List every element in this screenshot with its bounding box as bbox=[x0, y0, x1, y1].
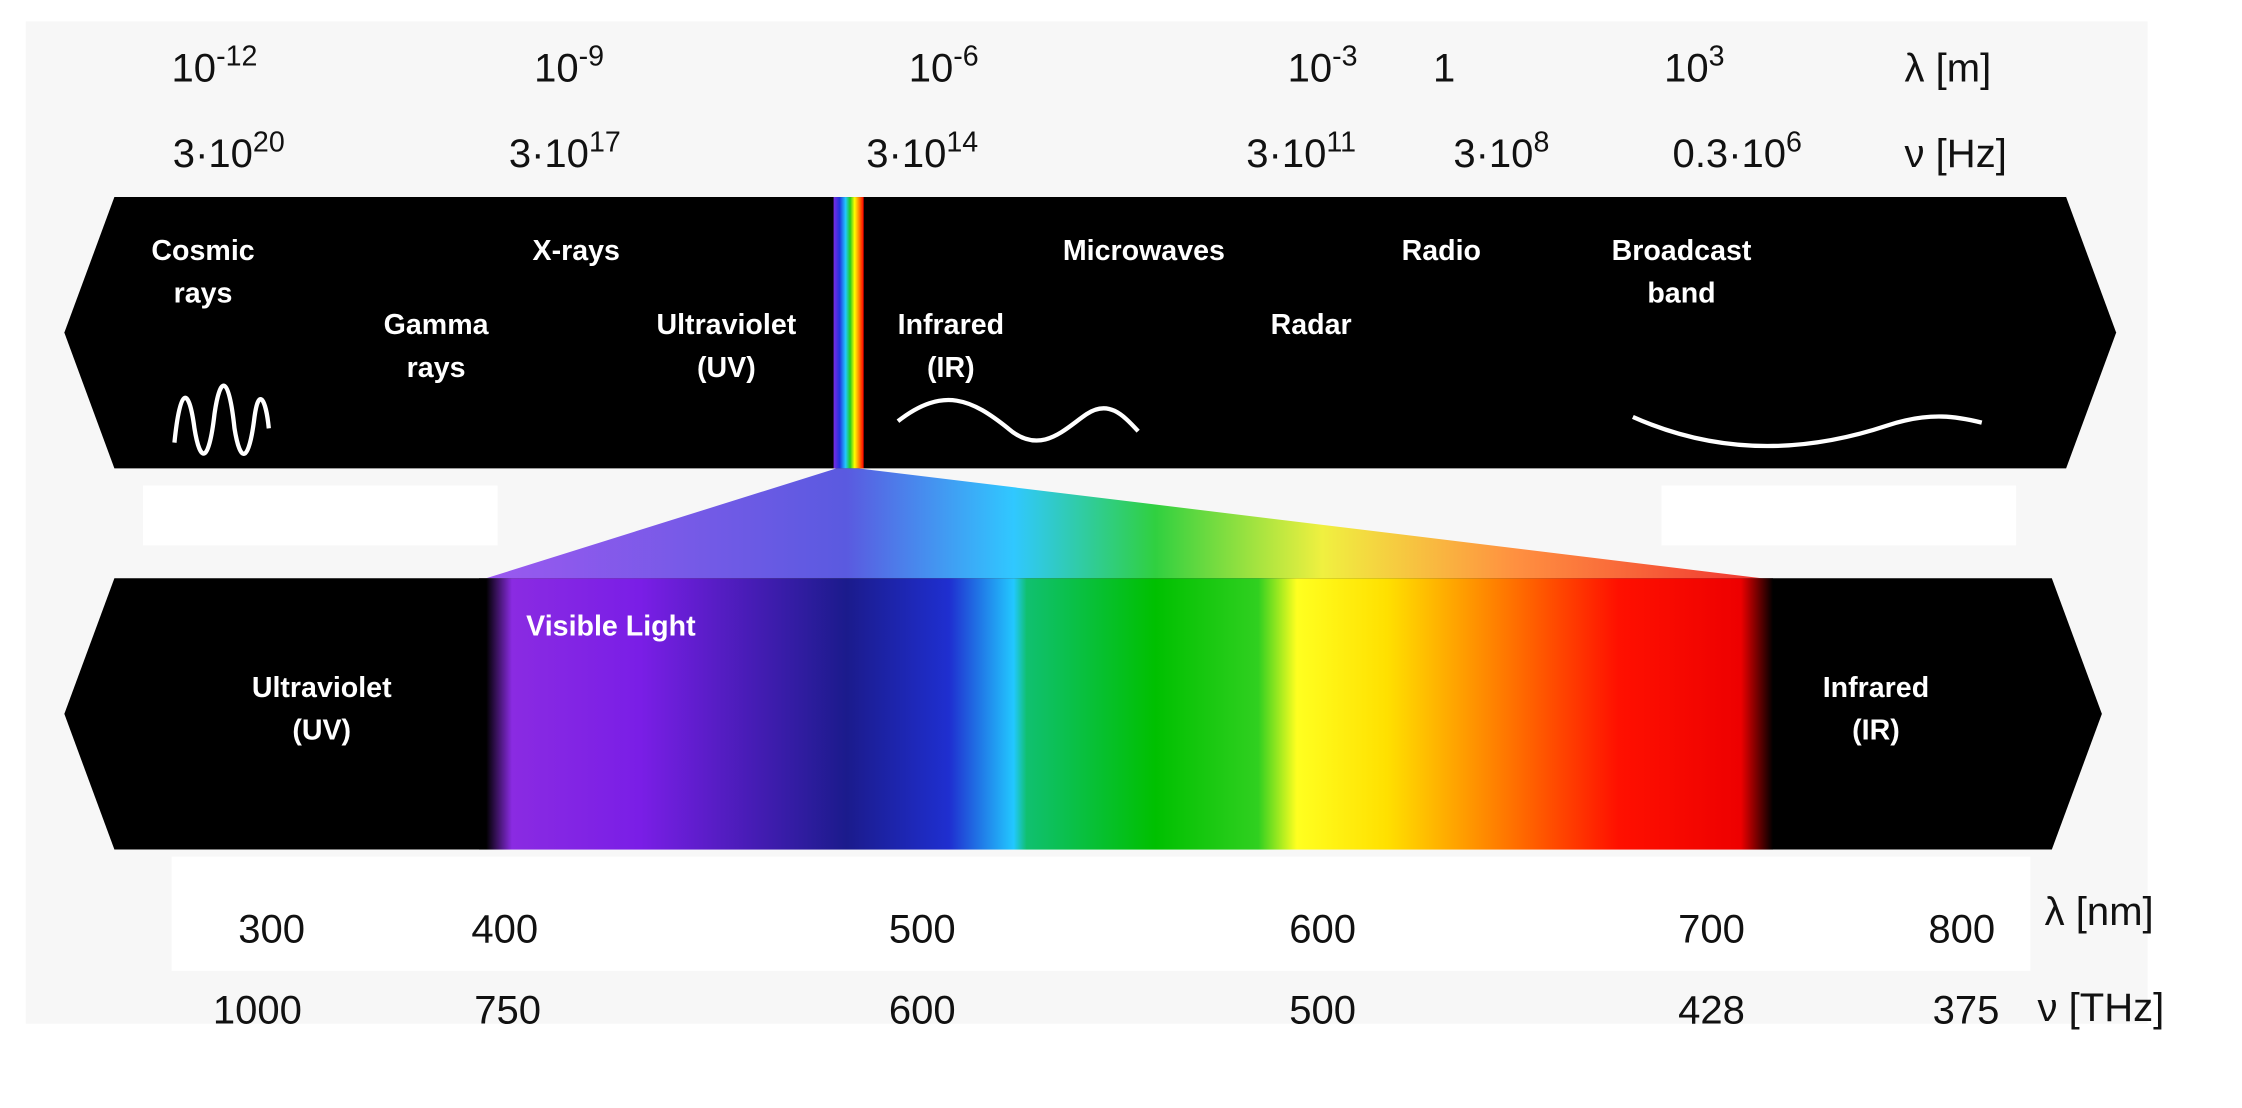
visible-strip bbox=[833, 197, 864, 469]
panel bbox=[171, 856, 2031, 971]
band-label: band bbox=[1647, 278, 1715, 310]
frequency-label: 0.3·106 bbox=[1673, 126, 1802, 176]
wavelength-label: 300 bbox=[238, 907, 305, 951]
band-label: rays bbox=[407, 352, 466, 384]
frequency-label: 750 bbox=[474, 989, 541, 1033]
frequency-label: 3·1011 bbox=[1246, 126, 1356, 176]
exponent: 14 bbox=[946, 126, 978, 158]
band-label: Radar bbox=[1271, 309, 1352, 341]
base: 3·10 bbox=[1453, 132, 1533, 176]
wavelength-label: 500 bbox=[889, 907, 956, 951]
wavelength-label: 10-9 bbox=[534, 41, 604, 91]
frequency-label: 600 bbox=[889, 989, 956, 1033]
wavelength-label: 700 bbox=[1678, 907, 1745, 951]
base: 10 bbox=[909, 46, 954, 90]
frequency-label: 3·108 bbox=[1453, 126, 1549, 176]
frequency-label: 500 bbox=[1289, 989, 1356, 1033]
base: 3·10 bbox=[1246, 132, 1326, 176]
exponent: -6 bbox=[953, 41, 978, 73]
exponent: 20 bbox=[253, 126, 285, 158]
wavelength-label: 1 bbox=[1433, 46, 1455, 90]
frequency-label: 3·1014 bbox=[866, 126, 978, 176]
band-label: X-rays bbox=[533, 235, 620, 267]
unit-label: ν [THz] bbox=[2038, 986, 2165, 1030]
exponent: 3 bbox=[1709, 41, 1725, 73]
base: 3·10 bbox=[509, 132, 589, 176]
visible-label: Visible Light bbox=[526, 610, 696, 642]
wave-medium bbox=[896, 397, 1140, 443]
band-label: Microwaves bbox=[1063, 235, 1225, 267]
band-label: Cosmic bbox=[151, 235, 254, 267]
band-label: Radio bbox=[1402, 235, 1481, 267]
unit-label: λ [m] bbox=[1905, 46, 1992, 90]
visible-gradient bbox=[478, 578, 1774, 850]
band-label: Gamma bbox=[384, 309, 490, 341]
exponent: -9 bbox=[579, 41, 604, 73]
band-label: Broadcast bbox=[1612, 235, 1752, 267]
base: 0.3·10 bbox=[1673, 132, 1787, 176]
band-label: (UV) bbox=[697, 352, 756, 384]
base: 10 bbox=[172, 46, 217, 90]
wave-short bbox=[172, 383, 271, 456]
wavelength-label: 103 bbox=[1664, 41, 1724, 91]
frequency-label: 3·1020 bbox=[173, 126, 285, 176]
band-label: rays bbox=[174, 278, 233, 310]
wavelength-label: 800 bbox=[1928, 907, 1995, 951]
band-label: Ultraviolet bbox=[656, 309, 796, 341]
base: 10 bbox=[1288, 46, 1333, 90]
band-label: (UV) bbox=[292, 715, 351, 747]
frequency-label: 428 bbox=[1678, 989, 1745, 1033]
wavelength-label: 10-6 bbox=[909, 41, 979, 91]
band-label: Infrared bbox=[898, 309, 1004, 341]
exponent: -12 bbox=[216, 41, 257, 73]
wavelength-label: 10-3 bbox=[1288, 41, 1358, 91]
wavelength-label: 10-12 bbox=[172, 41, 258, 91]
wavelength-label: 600 bbox=[1289, 907, 1356, 951]
band-label: (IR) bbox=[1852, 715, 1900, 747]
base: 3·10 bbox=[866, 132, 946, 176]
frequency-label: 1000 bbox=[213, 989, 302, 1033]
band-label: Infrared bbox=[1823, 672, 1929, 704]
band-label: Ultraviolet bbox=[252, 672, 392, 704]
unit-label: λ [nm] bbox=[2045, 890, 2154, 934]
exponent: -3 bbox=[1332, 41, 1357, 73]
panel bbox=[142, 485, 498, 546]
wavelength-label: 400 bbox=[471, 907, 538, 951]
exponent: 6 bbox=[1786, 126, 1802, 158]
spectrum-band bbox=[64, 197, 2117, 469]
frequency-label: 375 bbox=[1933, 989, 2000, 1033]
base: 10 bbox=[1664, 46, 1709, 90]
exponent: 11 bbox=[1326, 126, 1356, 158]
visible-fan bbox=[486, 468, 1762, 579]
base: 1 bbox=[1433, 46, 1455, 90]
unit-label: ν [Hz] bbox=[1905, 132, 2007, 176]
base: 3·10 bbox=[173, 132, 253, 176]
panel bbox=[1661, 485, 2017, 546]
exponent: 17 bbox=[589, 126, 621, 158]
base: 10 bbox=[534, 46, 579, 90]
exponent: 8 bbox=[1533, 126, 1549, 158]
wave-long bbox=[1632, 414, 1983, 449]
frequency-label: 3·1017 bbox=[509, 126, 621, 176]
band-label: (IR) bbox=[927, 352, 975, 384]
